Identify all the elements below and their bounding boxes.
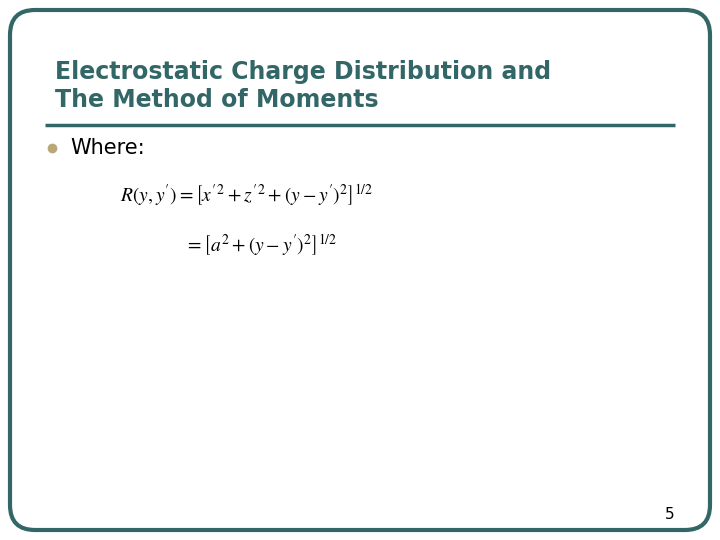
Text: The Method of Moments: The Method of Moments xyxy=(55,88,379,112)
Text: Electrostatic Charge Distribution and: Electrostatic Charge Distribution and xyxy=(55,60,551,84)
Text: $= \left[a^{2}+(y-y')^{2}\right]^{1/2}$: $= \left[a^{2}+(y-y')^{2}\right]^{1/2}$ xyxy=(185,232,337,258)
Text: Where:: Where: xyxy=(70,138,145,158)
Text: $R(y, y') = \left[x'^{2}+z'^{2}+(y-y')^{2}\right]^{1/2}$: $R(y, y') = \left[x'^{2}+z'^{2}+(y-y')^{… xyxy=(120,182,373,208)
Text: 5: 5 xyxy=(665,507,675,522)
FancyBboxPatch shape xyxy=(10,10,710,530)
